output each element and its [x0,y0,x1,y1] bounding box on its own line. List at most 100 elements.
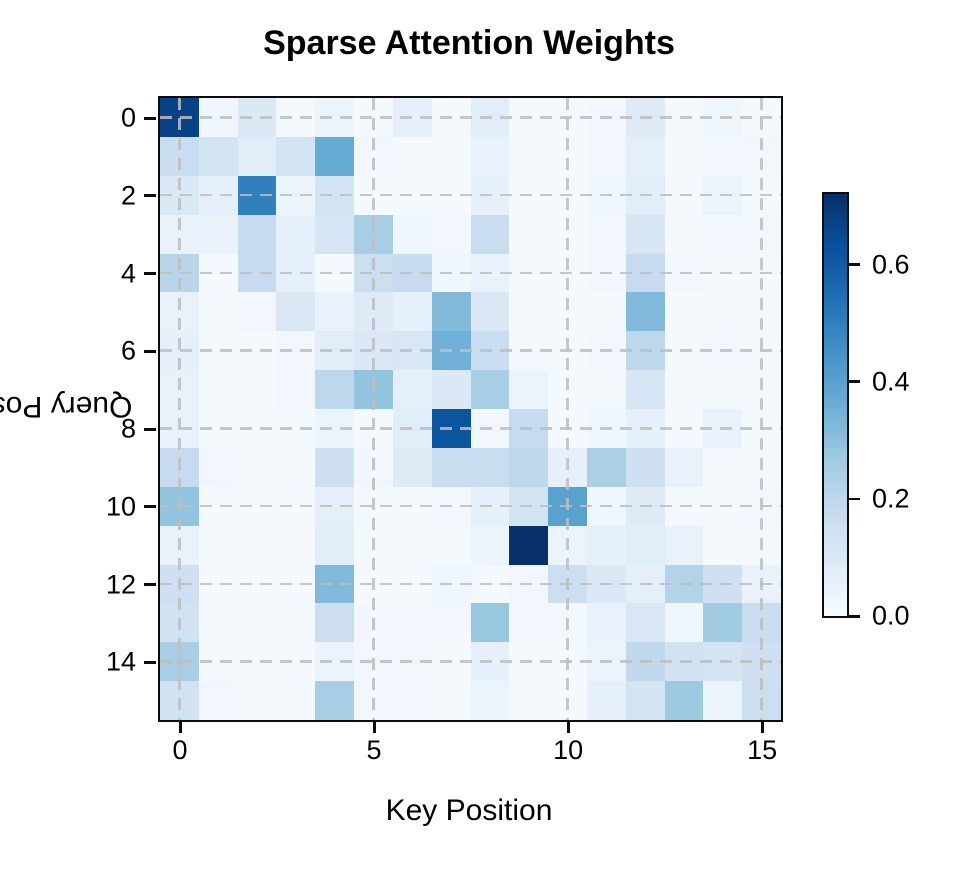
heatmap-cell [431,486,471,526]
heatmap-cell [276,214,316,254]
heatmap-cell [237,564,277,604]
heatmap-cell [703,447,743,487]
heatmap-cell [160,681,199,720]
heatmap-cell [392,214,432,254]
heatmap-cell [160,409,199,448]
heatmap-cell [160,486,199,526]
x-tick-label: 10 [553,735,584,765]
heatmap-cell [703,253,743,293]
heatmap-cell [742,175,781,215]
heatmap-cell [160,642,199,682]
y-tick-label: 12 [105,569,136,600]
heatmap-cell [548,603,587,643]
colorbar-tick-label: 0.4 [872,366,910,397]
heatmap-cell [198,331,238,371]
heatmap-cell [625,603,665,643]
heatmap-cell [160,175,199,215]
heatmap-cell [664,409,704,448]
heatmap-cell [354,136,393,176]
heatmap-cell [237,370,277,409]
heatmap-cell [392,603,432,643]
colorbar [822,192,849,618]
heatmap-cell [470,681,510,720]
heatmap-cell [431,681,471,720]
heatmap-cell [586,525,626,565]
heatmap-cell [392,136,432,176]
heatmap-cell [237,214,277,254]
heatmap-cell [509,98,549,137]
heatmap-cell [703,214,743,254]
heatmap-cell [742,253,781,293]
heatmap-cell [198,525,238,565]
heatmap-cell [742,331,781,371]
heatmap-cell [315,486,355,526]
heatmap-cell [276,642,316,682]
colorbar-tick-label: 0.2 [872,483,910,514]
x-tick-label: 0 [172,735,188,765]
heatmap-cell [237,409,277,448]
heatmap-cell [315,370,355,409]
heatmap-cell [198,642,238,682]
heatmap-cell [470,253,510,293]
heatmap-cell [198,486,238,526]
colorbar-tick-label: 0.0 [872,600,910,631]
heatmap-cell [509,603,549,643]
heatmap-cell [354,98,393,137]
heatmap-cell [431,98,471,137]
heatmap-cell [431,603,471,643]
heatmap-cell [586,98,626,137]
heatmap-cell [198,447,238,487]
heatmap-cell [354,681,393,720]
heatmap-cell [625,175,665,215]
heatmap-cell [392,253,432,293]
heatmap-cell [237,98,277,137]
heatmap-cell [664,447,704,487]
heatmap-cell [315,175,355,215]
heatmap-cell [431,292,471,332]
heatmap-cell [354,292,393,332]
colorbar-tick-mark [849,380,860,384]
heatmap-cell [198,98,238,137]
heatmap-cell [703,409,743,448]
heatmap-cell [625,525,665,565]
heatmap-cell [237,486,277,526]
heatmap-cell [703,525,743,565]
y-tick-mark [144,505,156,509]
heatmap-cell [742,370,781,409]
heatmap-cell [276,331,316,371]
heatmap-cell [237,603,277,643]
heatmap-cell [431,253,471,293]
heatmap-cell [703,642,743,682]
x-tick-mark [178,721,182,733]
heatmap-cell [315,292,355,332]
y-tick-label: 2 [120,180,136,211]
heatmap-cell [354,409,393,448]
heatmap-cell [431,214,471,254]
heatmap-cell [509,564,549,604]
heatmap-cell [664,564,704,604]
heatmap-cell [198,409,238,448]
heatmap-cell [703,136,743,176]
heatmap-cell [742,136,781,176]
heatmap-cell [586,292,626,332]
y-tick-mark [144,194,156,198]
heatmap-cell [354,214,393,254]
heatmap-cell [315,603,355,643]
heatmap-cell [392,409,432,448]
heatmap-cell [276,603,316,643]
heatmap-cell [276,98,316,137]
y-tick-label: 0 [120,102,136,133]
heatmap-cell [198,175,238,215]
heatmap-cell [237,681,277,720]
heatmap-cell [276,370,316,409]
heatmap-cell [509,447,549,487]
heatmap-cell [392,370,432,409]
heatmap-cell [664,642,704,682]
colorbar-tick-mark [849,614,860,618]
colorbar-tick-mark [849,497,860,501]
heatmap-cell [470,409,510,448]
heatmap-cell [160,98,199,137]
heatmap-cell [354,331,393,371]
heatmap-cell [276,175,316,215]
heatmap-cell [625,136,665,176]
